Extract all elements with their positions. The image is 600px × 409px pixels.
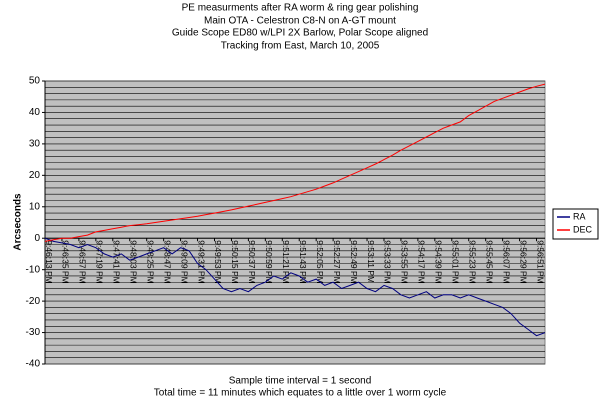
legend	[552, 208, 599, 240]
x-tick-label: 9:50:15 PM	[230, 240, 240, 283]
chart-subtitle: Tracking from East, March 10, 2005	[221, 41, 380, 52]
y-axis-label: Arcseconds	[13, 193, 24, 251]
x-tick-label: 9:49:09 PM	[179, 240, 189, 283]
y-tick-label: 50	[29, 76, 41, 87]
chart-title: PE measurments after RA worm & ring gear…	[182, 3, 419, 14]
x-tick-label: 9:56:51 PM	[535, 240, 545, 283]
x-tick-label: 9:49:53 PM	[213, 240, 223, 283]
x-tick-label: 9:48:47 PM	[162, 240, 172, 283]
x-tick-label: 9:48:03 PM	[128, 240, 138, 283]
x-tick-label: 9:50:59 PM	[264, 240, 274, 283]
y-tick-label: -20	[26, 296, 41, 307]
y-tick-label: 0	[34, 233, 40, 244]
x-tick-label: 9:55:23 PM	[467, 240, 477, 283]
x-tick-label: 9:50:37 PM	[247, 240, 257, 283]
y-tick-label: -10	[26, 264, 41, 275]
x-tick-label: 9:53:33 PM	[383, 240, 393, 283]
x-tick-label: 9:48:25 PM	[145, 240, 155, 283]
x-tick-label: 9:54:39 PM	[434, 240, 444, 283]
x-tick-label: 9:47:41 PM	[112, 240, 122, 283]
x-tick-label: 9:52:49 PM	[349, 240, 359, 283]
x-tick-label: 9:53:55 PM	[400, 240, 410, 283]
x-tick-label: 9:46:35 PM	[61, 240, 71, 283]
y-tick-label: 20	[29, 170, 41, 181]
x-tick-label: 9:54:17 PM	[417, 240, 427, 283]
x-axis-label: Sample time interval = 1 second	[229, 376, 372, 387]
y-tick-label: 10	[29, 201, 41, 212]
x-tick-label: 9:51:43 PM	[298, 240, 308, 283]
data-line	[44, 237, 546, 337]
chart-subtitle: Main OTA - Celestron C8-N on A-GT mount	[204, 16, 396, 27]
x-axis-label: Total time = 11 minutes which equates to…	[154, 388, 447, 399]
plot-area	[44, 80, 546, 365]
legend-label: DEC	[573, 224, 593, 234]
x-tick-label: 9:55:45 PM	[484, 240, 494, 283]
y-tick-label: 40	[29, 107, 41, 118]
chart-subtitle: Guide Scope ED80 w/LPI 2X Barlow, Polar …	[172, 28, 428, 39]
x-tick-label: 9:55:01 PM	[451, 240, 461, 283]
x-tick-label: 9:51:21 PM	[281, 240, 291, 283]
legend-label: RA	[573, 211, 586, 221]
x-tick-label: 9:56:07 PM	[501, 240, 511, 283]
data-line	[44, 83, 546, 242]
y-tick-label: -40	[26, 359, 41, 370]
x-tick-label: 9:52:27 PM	[332, 240, 342, 283]
x-tick-label: 9:46:57 PM	[78, 240, 88, 283]
x-tick-label: 9:53:11 PM	[366, 240, 376, 283]
x-tick-label: 9:52:05 PM	[315, 240, 325, 283]
y-tick-label: -30	[26, 327, 41, 338]
y-tick-label: 30	[29, 139, 41, 150]
x-tick-label: 9:46:13 PM	[44, 240, 54, 283]
x-tick-label: 9:49:31 PM	[196, 240, 206, 283]
x-tick-label: 9:56:29 PM	[518, 240, 528, 283]
x-tick-label: 9:47:19 PM	[95, 240, 105, 283]
